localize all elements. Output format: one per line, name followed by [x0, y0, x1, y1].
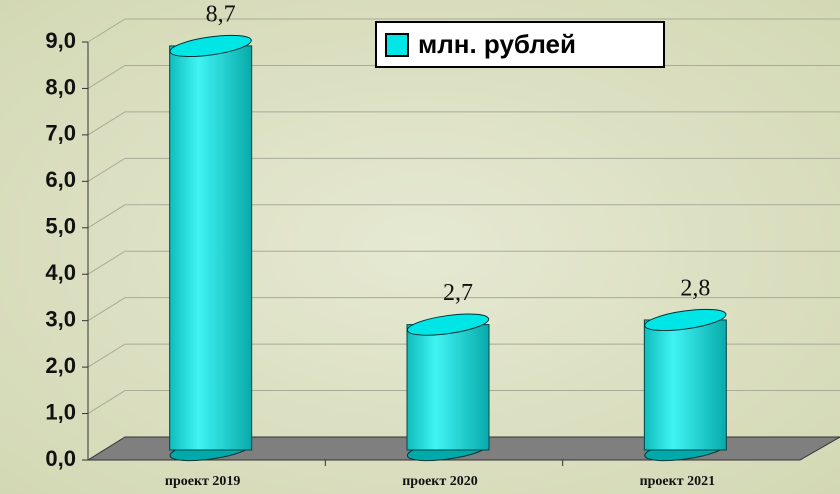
bar	[643, 319, 727, 451]
value-label: 2,7	[443, 280, 473, 306]
grid-line	[87, 18, 840, 43]
bar	[406, 324, 490, 451]
x-tick-label: проект 2021	[640, 474, 716, 489]
legend-swatch	[385, 33, 409, 57]
legend-label: млн. рублей	[418, 29, 576, 59]
y-tick-label: 2,0	[45, 353, 76, 378]
y-tick-label: 9,0	[45, 28, 76, 53]
y-tick-label: 4,0	[45, 260, 76, 285]
value-label: 8,7	[206, 1, 236, 27]
y-tick-label: 0,0	[45, 446, 76, 471]
y-tick-label: 6,0	[45, 167, 76, 192]
grid-line	[87, 111, 840, 136]
grid-line	[87, 204, 840, 229]
y-tick-label: 7,0	[45, 121, 76, 146]
bar-top	[644, 308, 727, 332]
grid-line	[87, 157, 840, 182]
grid-line	[87, 297, 840, 322]
y-tick-label: 3,0	[45, 306, 76, 331]
x-tick-label: проект 2020	[402, 474, 478, 489]
y-tick-label: 8,0	[45, 74, 76, 99]
grid-line	[87, 250, 840, 275]
grid-line	[87, 390, 840, 414]
bar-top	[169, 34, 252, 58]
y-tick-label: 5,0	[45, 214, 76, 239]
y-tick-label: 1,0	[45, 399, 76, 424]
legend-box	[375, 21, 665, 68]
bar	[169, 45, 253, 451]
bar-top	[406, 313, 490, 336]
grid-line	[87, 343, 840, 368]
value-label: 2,8	[680, 275, 710, 301]
x-tick-label: проект 2019	[165, 474, 241, 489]
